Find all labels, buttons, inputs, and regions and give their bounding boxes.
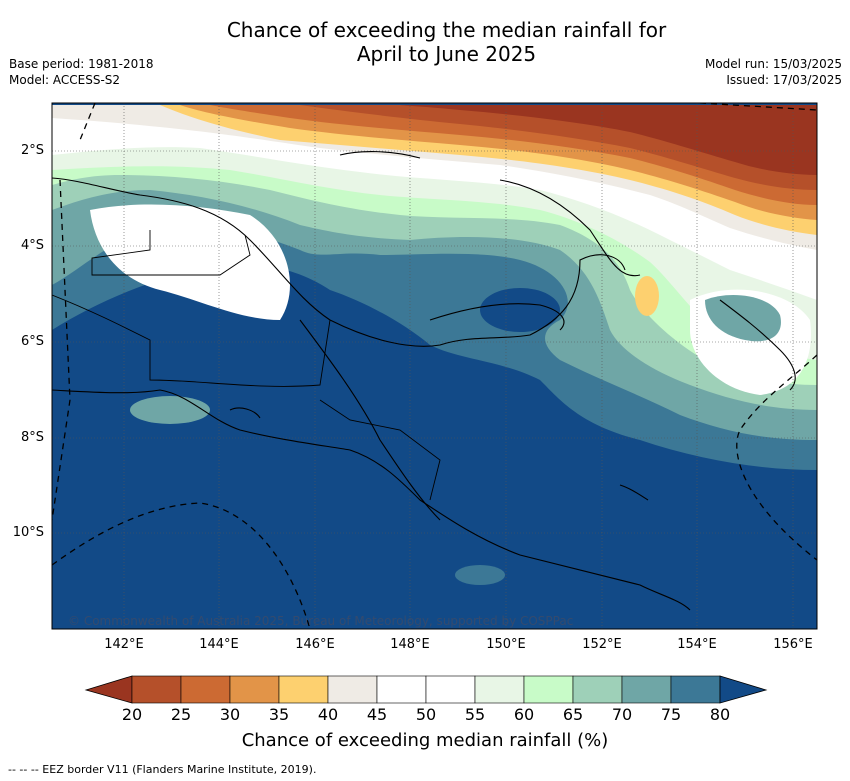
colorbar-bin-50-55 bbox=[425, 675, 476, 704]
colorbar-bin-30-35 bbox=[229, 675, 280, 704]
title-line-1: Chance of exceeding the median rainfall … bbox=[226, 18, 667, 42]
colorbar-high-arrow bbox=[719, 675, 768, 704]
colorbar-low-arrow bbox=[84, 675, 133, 704]
coastline bbox=[52, 151, 796, 611]
chart-title: Chance of exceeding the median rainfall … bbox=[0, 18, 850, 66]
lat-label-2s: 2°S bbox=[20, 143, 44, 158]
base-period: Base period: 1981-2018 bbox=[9, 57, 154, 71]
colorbar-tick-45: 45 bbox=[366, 705, 388, 724]
graticule bbox=[52, 103, 817, 629]
lon-label-156e: 156°E bbox=[773, 637, 813, 652]
copyright-notice: © Commonwealth of Australia 2025, Bureau… bbox=[68, 614, 574, 628]
colorbar-bin-40-45 bbox=[327, 675, 378, 704]
lat-label-6s: 6°S bbox=[20, 334, 44, 349]
contour-70-south bbox=[130, 396, 210, 424]
lon-label-142e: 142°E bbox=[104, 637, 144, 652]
colorbar bbox=[84, 675, 768, 704]
model-name: Model: ACCESS-S2 bbox=[9, 73, 121, 87]
lon-label-150e: 150°E bbox=[486, 637, 526, 652]
lat-label-8s: 8°S bbox=[20, 430, 44, 445]
title-line-2: April to June 2025 bbox=[356, 42, 537, 66]
colorbar-tick-50: 50 bbox=[415, 705, 437, 724]
model-run: Model run: 15/03/2025 bbox=[704, 57, 842, 71]
colorbar-tick-60: 60 bbox=[513, 705, 535, 724]
lat-label-10s: 10°S bbox=[12, 525, 44, 540]
lon-label-148e: 148°E bbox=[390, 637, 430, 652]
contour-40-spot bbox=[635, 276, 659, 316]
colorbar-bin-20-25 bbox=[131, 675, 182, 704]
colorbar-bin-65-70 bbox=[572, 675, 623, 704]
contour-50-west bbox=[90, 204, 290, 320]
colorbar-bin-25-30 bbox=[180, 675, 231, 704]
colorbar-tick-20: 20 bbox=[121, 705, 143, 724]
colorbar-tick-70: 70 bbox=[611, 705, 633, 724]
colorbar-tick-35: 35 bbox=[268, 705, 290, 724]
colorbar-bin-45-50 bbox=[376, 675, 427, 704]
meta-right: Model run: 15/03/2025 Issued: 17/03/2025 bbox=[705, 56, 842, 88]
colorbar-tick-55: 55 bbox=[464, 705, 486, 724]
colorbar-tick-40: 40 bbox=[317, 705, 339, 724]
colorbar-bin-60-65 bbox=[523, 675, 574, 704]
province-borders bbox=[52, 230, 441, 501]
colorbar-tick-65: 65 bbox=[562, 705, 584, 724]
eez-legend-footer: -- -- -- EEZ border V11 (Flanders Marine… bbox=[8, 763, 317, 776]
rainfall-map bbox=[52, 103, 817, 629]
colorbar-tick-80: 80 bbox=[709, 705, 731, 724]
issued-date: Issued: 17/03/2025 bbox=[726, 73, 842, 87]
colorbar-bin-35-40 bbox=[278, 675, 329, 704]
colorbar-tick-75: 75 bbox=[660, 705, 682, 724]
lon-label-152e: 152°E bbox=[582, 637, 622, 652]
colorbar-bin-70-75 bbox=[621, 675, 672, 704]
eez-borders bbox=[52, 103, 817, 629]
lon-label-146e: 146°E bbox=[295, 637, 335, 652]
colorbar-label: Chance of exceeding median rainfall (%) bbox=[241, 730, 609, 751]
lon-label-154e: 154°E bbox=[677, 637, 717, 652]
colorbar-bin-55-60 bbox=[474, 675, 525, 704]
contour-75-south bbox=[455, 565, 505, 585]
contour-20 bbox=[400, 105, 817, 175]
lat-label-4s: 4°S bbox=[20, 238, 44, 253]
colorbar-bin-75-80 bbox=[670, 675, 721, 704]
map-frame bbox=[51, 102, 818, 630]
colorbar-tick-30: 30 bbox=[219, 705, 241, 724]
meta-left: Base period: 1981-2018 Model: ACCESS-S2 bbox=[9, 56, 154, 88]
lon-label-144e: 144°E bbox=[199, 637, 239, 652]
colorbar-tick-25: 25 bbox=[170, 705, 192, 724]
contour-80-core bbox=[480, 288, 560, 332]
